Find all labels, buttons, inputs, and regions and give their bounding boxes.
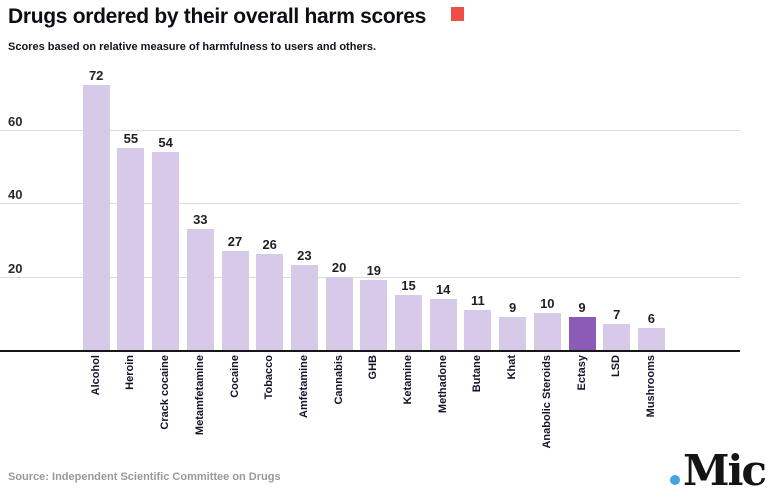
chart-title: Drugs ordered by their overall harm scor…	[8, 5, 427, 28]
x-axis-category-label: Metamfetamine	[193, 355, 206, 436]
y-axis-tick-label: 60	[8, 113, 23, 129]
x-axis-category-label: Butane	[471, 355, 484, 393]
red-square-marker	[451, 7, 464, 21]
x-axis-category-label: Methadone	[436, 355, 449, 414]
x-axis-category-label: Cocaine	[228, 355, 241, 398]
x-axis-category-label: Anabolic Steroids	[540, 355, 553, 449]
bar	[464, 309, 492, 350]
bar-value-label: 23	[297, 248, 312, 264]
bar	[360, 280, 388, 350]
bar-highlighted	[568, 316, 596, 350]
x-axis-category-label: Alcohol	[89, 355, 102, 396]
bar	[256, 254, 284, 350]
bar-value-label: 33	[193, 211, 208, 227]
bar-value-label: 26	[262, 237, 277, 253]
x-axis-category-label: Mushrooms	[644, 355, 657, 418]
mic-logo[interactable]: Mic	[669, 446, 767, 495]
bar-value-label: 6	[647, 310, 655, 326]
bar	[603, 324, 631, 350]
bar	[82, 85, 110, 350]
bar	[429, 298, 457, 350]
x-axis-category-label: Heroin	[124, 355, 137, 390]
bar	[186, 228, 214, 350]
y-gridline	[0, 203, 740, 204]
bar	[117, 147, 145, 350]
bar-value-label: 72	[88, 68, 104, 84]
bar	[637, 327, 665, 350]
bar	[221, 250, 249, 350]
y-gridline	[0, 276, 740, 278]
bar-value-label: 55	[123, 130, 139, 146]
x-axis-category-label: Crack cocaine	[159, 355, 172, 430]
x-axis-line	[0, 350, 740, 352]
bar-value-label: 11	[471, 292, 485, 308]
x-axis-category-label: GHB	[367, 355, 380, 380]
y-axis-tick-label: 20	[8, 260, 23, 276]
bar-value-label: 10	[540, 296, 555, 312]
bar-value-label: 9	[508, 299, 517, 315]
x-axis-category-label: Ectasy	[575, 355, 588, 391]
y-gridline	[0, 129, 740, 131]
mic-logo-dot-icon	[669, 475, 680, 485]
bar	[499, 316, 527, 350]
bar	[325, 276, 353, 350]
bar-value-label: 15	[401, 277, 416, 293]
x-axis-category-label: Ketamine	[402, 355, 414, 405]
bar	[290, 265, 318, 350]
bar-value-label: 14	[435, 281, 451, 297]
mic-logo-text: Mic	[682, 446, 767, 495]
bar-value-label: 20	[331, 259, 347, 275]
bar-value-label: 19	[366, 263, 382, 279]
bar-value-label: 27	[227, 233, 243, 249]
source-note: Source: Independent Scientific Committee…	[8, 471, 281, 483]
x-axis-category-label: Khat	[506, 355, 519, 380]
x-axis-category-label: LSD	[610, 355, 623, 377]
x-axis-category-label: Cannabis	[332, 355, 345, 405]
bar-value-label: 7	[613, 307, 621, 323]
bar	[152, 151, 180, 350]
bar-value-label: 54	[158, 134, 173, 150]
bar-value-label: 9	[578, 299, 586, 315]
x-axis-category-label: Amfetamine	[297, 355, 310, 418]
x-axis-category-label: Tobacco	[263, 355, 276, 400]
bar	[395, 294, 422, 350]
chart-subtitle: Scores based on relative measure of harm…	[8, 41, 377, 53]
y-axis-tick-label: 40	[8, 187, 23, 202]
bar	[533, 313, 561, 350]
